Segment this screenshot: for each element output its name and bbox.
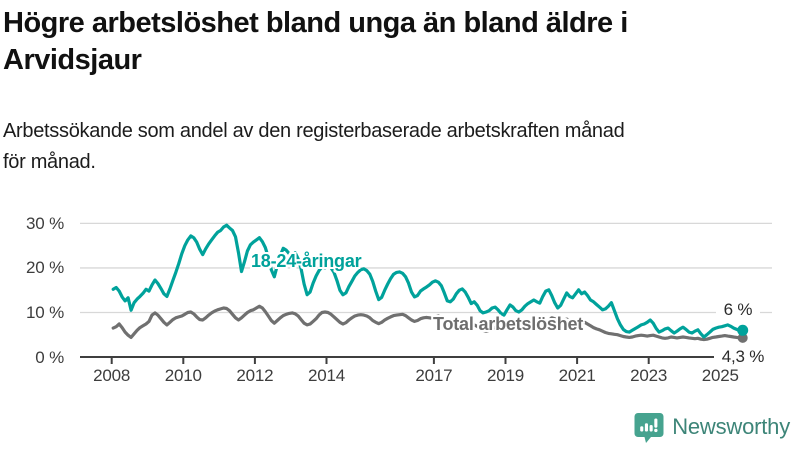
series-line-youth (111, 223, 745, 339)
x-axis-label-2010: 2010 (164, 366, 202, 385)
y-axis-label-0: 0 % (35, 347, 64, 367)
x-axis-label-2014: 2014 (307, 366, 346, 385)
newsworthy-logo: Newsworthy (634, 411, 790, 443)
x-axis-label-2012: 2012 (236, 366, 274, 385)
newsworthy-logo-text: Newsworthy (672, 414, 790, 439)
end-dot-total (737, 332, 748, 343)
x-axis-label-2023: 2023 (630, 366, 668, 385)
x-axis-label-2017: 2017 (415, 366, 453, 385)
chart-title-line-1: Högre arbetslöshet bland unga än bland ä… (3, 7, 628, 39)
series-label-youth: 18-24-åringar (251, 251, 362, 271)
x-axis-label-2025: 2025 (701, 366, 739, 385)
x-axis-label-2021: 2021 (558, 366, 596, 385)
chart-title: Högre arbetslöshet bland unga än bland ä… (3, 5, 795, 79)
x-axis-label-2008: 2008 (93, 366, 131, 385)
x-axis-label-2019: 2019 (486, 366, 525, 385)
chart-subtitle-line-2: för månad. (3, 151, 96, 173)
end-value-label-youth: 6 % (716, 300, 760, 320)
chart-subtitle-line-1: Arbetssökande som andel av den registerb… (3, 120, 625, 142)
y-axis-label-20: 20 % (26, 258, 64, 278)
end-value-label-total: 4,3 % (714, 347, 772, 367)
chart-title-line-2: Arvidsjaur (3, 44, 142, 76)
y-axis-label-10: 10 % (26, 302, 64, 322)
series-line-total (111, 304, 745, 342)
chart-subtitle: Arbetssökande som andel av den registerb… (3, 116, 795, 178)
end-dot-youth (737, 324, 749, 336)
newsworthy-chart-bubble-icon (634, 412, 664, 443)
series-label-total: Total arbetslöshet (433, 314, 584, 334)
y-axis-label-30: 30 % (26, 213, 64, 233)
